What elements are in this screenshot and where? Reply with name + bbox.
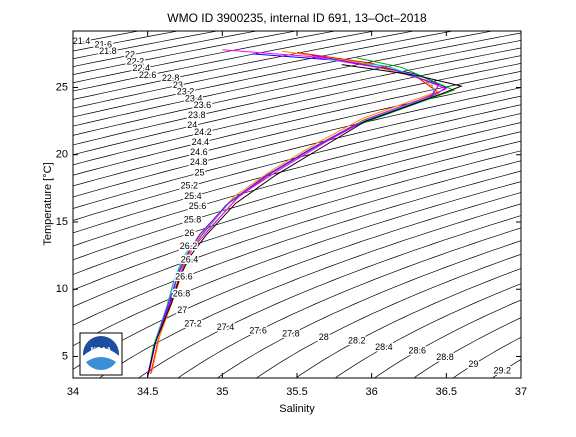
y-tick-label: 25 bbox=[56, 81, 68, 93]
contour-label: 25.8 bbox=[184, 214, 202, 224]
x-tick-label: 34.5 bbox=[137, 386, 158, 398]
contour-label: 27.2 bbox=[184, 319, 202, 329]
contour-label: 25.6 bbox=[189, 201, 207, 211]
contour-label: 23.6 bbox=[194, 100, 212, 110]
contour-label: 25 bbox=[194, 167, 204, 177]
contour-label: 27.4 bbox=[217, 322, 235, 332]
contour-label: 26.4 bbox=[181, 255, 199, 265]
contour-label: 26.2 bbox=[180, 241, 198, 251]
contour-label: 24.4 bbox=[192, 137, 210, 147]
contour-label: 21.4 bbox=[73, 36, 91, 46]
contour-label: 24.8 bbox=[190, 157, 208, 167]
logo-text: NOAA bbox=[91, 347, 112, 354]
contour-label: 22.6 bbox=[139, 70, 157, 80]
contour-label: 24.6 bbox=[190, 147, 208, 157]
chart-title: WMO ID 3900235, internal ID 691, 13–Oct–… bbox=[167, 11, 427, 25]
contour-label: 28.6 bbox=[408, 345, 426, 355]
noaa-logo: NOAA bbox=[80, 333, 122, 375]
x-tick-label: 36.5 bbox=[436, 386, 457, 398]
x-tick-label: 35 bbox=[216, 386, 228, 398]
contour-label: 25.2 bbox=[181, 181, 199, 191]
y-tick-label: 20 bbox=[56, 149, 68, 161]
y-axis-label: Temperature [°C] bbox=[42, 162, 54, 245]
contour-label: 26.6 bbox=[175, 272, 193, 282]
contour-label: 24.2 bbox=[194, 127, 212, 137]
x-tick-label: 35.5 bbox=[286, 386, 307, 398]
contour-label: 28.2 bbox=[348, 335, 366, 345]
x-tick-label: 37 bbox=[515, 386, 527, 398]
y-tick-label: 5 bbox=[62, 350, 68, 362]
y-tick-label: 10 bbox=[56, 283, 68, 295]
contour-label: 28.4 bbox=[375, 342, 393, 352]
contour-label: 28.8 bbox=[436, 352, 454, 362]
contour-label: 23.8 bbox=[188, 110, 206, 120]
contour-label: 27.6 bbox=[249, 325, 267, 335]
x-tick-label: 36 bbox=[366, 386, 378, 398]
contour-label: 26.8 bbox=[173, 288, 191, 298]
x-axis-label: Salinity bbox=[279, 403, 315, 415]
contour-label: 29.2 bbox=[494, 366, 512, 376]
contour-label: 29 bbox=[468, 359, 478, 369]
x-tick-label: 34 bbox=[67, 386, 79, 398]
contour-label: 28 bbox=[319, 332, 329, 342]
y-tick-label: 15 bbox=[56, 216, 68, 228]
contour-label: 27 bbox=[177, 305, 187, 315]
contour-label: 25.4 bbox=[184, 191, 202, 201]
contour-label: 27.8 bbox=[282, 329, 300, 339]
contour-label: 26 bbox=[184, 228, 194, 238]
contour-label: 21.8 bbox=[99, 46, 117, 56]
